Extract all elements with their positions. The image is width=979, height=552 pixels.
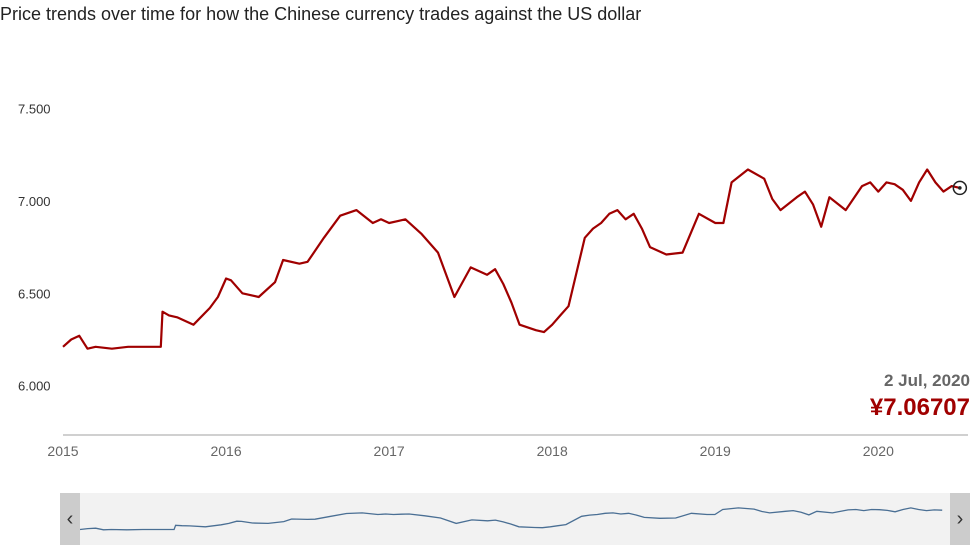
range-navigator[interactable] <box>80 493 950 545</box>
x-tick-label: 2017 <box>374 443 405 459</box>
y-tick-label: 6.000 <box>18 379 51 394</box>
chevron-left-icon: ‹ <box>66 507 74 530</box>
chart-title: Price trends over time for how the Chine… <box>0 4 642 24</box>
x-tick-label: 2018 <box>537 443 568 459</box>
x-tick-label: 2019 <box>700 443 731 459</box>
y-tick-label: 6.500 <box>18 286 51 301</box>
readout-price: ¥7.06707 <box>869 394 970 421</box>
hover-point-dot <box>958 186 962 190</box>
navigator-scroll-right-button[interactable]: › <box>950 493 970 545</box>
navigator-series-line <box>79 507 943 531</box>
chevron-right-icon: › <box>956 507 964 530</box>
x-tick-label: 2016 <box>210 443 241 459</box>
price-series-line <box>62 168 961 350</box>
hover-point-marker <box>952 180 968 196</box>
x-tick-label: 2020 <box>863 443 894 459</box>
x-tick-label: 2015 <box>47 443 78 459</box>
y-tick-label: 7.000 <box>18 194 51 209</box>
readout-date: 2 Jul, 2020 <box>883 371 970 390</box>
navigator-scroll-left-button[interactable]: ‹ <box>60 493 80 545</box>
y-tick-label: 7.500 <box>18 101 51 116</box>
